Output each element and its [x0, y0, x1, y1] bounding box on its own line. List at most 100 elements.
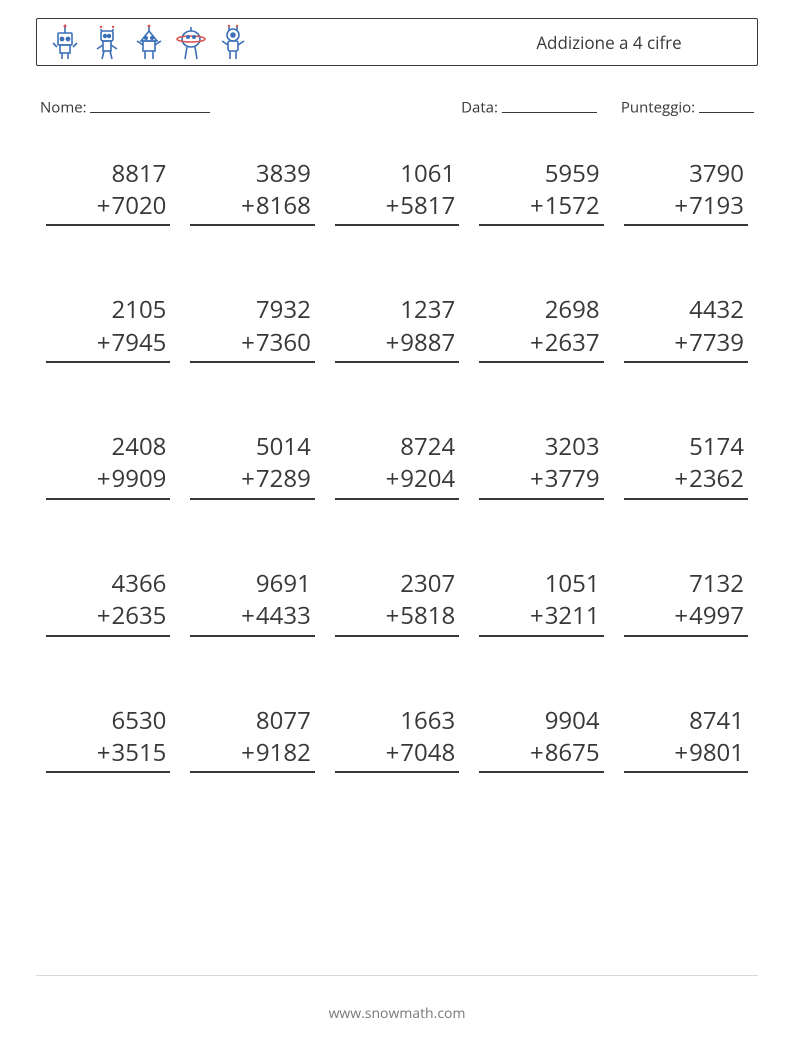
addend-bottom: +5818 — [335, 600, 459, 636]
addend-top: 7932 — [190, 294, 314, 326]
addend-bottom: +7020 — [46, 190, 170, 226]
operator: + — [530, 599, 544, 632]
robot-icon — [131, 23, 167, 61]
operator: + — [241, 326, 255, 359]
addend-bottom: +3515 — [46, 737, 170, 773]
addition-problem: 1237+9887 — [335, 294, 459, 363]
info-row: Nome: Data: Punteggio: — [36, 96, 758, 118]
addition-problem: 5174+2362 — [624, 431, 748, 500]
addition-problem: 9691+4433 — [190, 568, 314, 637]
addend-top: 7132 — [624, 568, 748, 600]
operator: + — [674, 189, 688, 222]
addend-bottom: +8675 — [479, 737, 603, 773]
addition-problem: 2307+5818 — [335, 568, 459, 637]
addition-problem: 6530+3515 — [46, 705, 170, 774]
addend-bottom: +7193 — [624, 190, 748, 226]
addition-problem: 2698+2637 — [479, 294, 603, 363]
addend-top: 2698 — [479, 294, 603, 326]
addition-problem: 3790+7193 — [624, 158, 748, 227]
addend-top: 1663 — [335, 705, 459, 737]
addend-top: 9691 — [190, 568, 314, 600]
addition-problem: 7932+7360 — [190, 294, 314, 363]
addend-top: 8724 — [335, 431, 459, 463]
addend-top: 2105 — [46, 294, 170, 326]
addition-problem: 7132+4997 — [624, 568, 748, 637]
addend-top: 1051 — [479, 568, 603, 600]
addend-top: 4432 — [624, 294, 748, 326]
addend-top: 9904 — [479, 705, 603, 737]
addend-top: 1237 — [335, 294, 459, 326]
addition-problem: 4432+7739 — [624, 294, 748, 363]
addition-problem: 8741+9801 — [624, 705, 748, 774]
robot-icon — [47, 23, 83, 61]
addend-bottom: +7360 — [190, 327, 314, 363]
addition-problem: 1061+5817 — [335, 158, 459, 227]
addition-problem: 8724+9204 — [335, 431, 459, 500]
addend-bottom: +3211 — [479, 600, 603, 636]
addend-bottom: +8168 — [190, 190, 314, 226]
addition-problem: 2408+9909 — [46, 431, 170, 500]
addend-bottom: +4997 — [624, 600, 748, 636]
footer-url: www.snowmath.com — [329, 1004, 466, 1023]
addend-top: 1061 — [335, 158, 459, 190]
addition-problem: 3203+3779 — [479, 431, 603, 500]
problem-grid: 8817+7020 3839+8168 1061+5817 5959+1572 3790… — [36, 158, 758, 774]
addition-problem: 2105+7945 — [46, 294, 170, 363]
operator: + — [674, 326, 688, 359]
addend-bottom: +7289 — [190, 463, 314, 499]
addend-top: 3790 — [624, 158, 748, 190]
addend-top: 8741 — [624, 705, 748, 737]
addend-bottom: +7739 — [624, 327, 748, 363]
addend-top: 2307 — [335, 568, 459, 600]
name-blank — [90, 96, 210, 113]
robot-icon-row — [47, 23, 251, 61]
operator: + — [530, 326, 544, 359]
operator: + — [674, 736, 688, 769]
addition-problem: 4366+2635 — [46, 568, 170, 637]
operator: + — [530, 189, 544, 222]
addition-problem: 8817+7020 — [46, 158, 170, 227]
addend-top: 8817 — [46, 158, 170, 190]
date-label: Data: — [461, 98, 498, 118]
name-field: Nome: — [40, 96, 461, 118]
operator: + — [97, 599, 111, 632]
addend-top: 3839 — [190, 158, 314, 190]
addend-top: 2408 — [46, 431, 170, 463]
addend-top: 3203 — [479, 431, 603, 463]
operator: + — [530, 736, 544, 769]
addend-bottom: +2637 — [479, 327, 603, 363]
addend-bottom: +9204 — [335, 463, 459, 499]
addend-bottom: +9909 — [46, 463, 170, 499]
operator: + — [241, 736, 255, 769]
addition-problem: 8077+9182 — [190, 705, 314, 774]
score-blank — [699, 96, 754, 113]
operator: + — [386, 599, 400, 632]
addend-top: 8077 — [190, 705, 314, 737]
addend-bottom: +9887 — [335, 327, 459, 363]
addend-bottom: +2362 — [624, 463, 748, 499]
addend-top: 5959 — [479, 158, 603, 190]
addition-problem: 1051+3211 — [479, 568, 603, 637]
operator: + — [386, 736, 400, 769]
name-label: Nome: — [40, 98, 87, 118]
addition-problem: 3839+8168 — [190, 158, 314, 227]
addend-bottom: +3779 — [479, 463, 603, 499]
addend-top: 5174 — [624, 431, 748, 463]
addition-problem: 1663+7048 — [335, 705, 459, 774]
addend-bottom: +4433 — [190, 600, 314, 636]
addend-top: 4366 — [46, 568, 170, 600]
operator: + — [674, 599, 688, 632]
operator: + — [241, 462, 255, 495]
addend-top: 6530 — [46, 705, 170, 737]
operator: + — [97, 462, 111, 495]
operator: + — [97, 326, 111, 359]
addend-bottom: +1572 — [479, 190, 603, 226]
addend-bottom: +7048 — [335, 737, 459, 773]
score-field: Punteggio: — [621, 96, 754, 118]
operator: + — [386, 326, 400, 359]
date-blank — [502, 96, 597, 113]
addend-bottom: +9182 — [190, 737, 314, 773]
robot-icon — [89, 23, 125, 61]
addition-problem: 5014+7289 — [190, 431, 314, 500]
date-field: Data: — [461, 96, 597, 118]
